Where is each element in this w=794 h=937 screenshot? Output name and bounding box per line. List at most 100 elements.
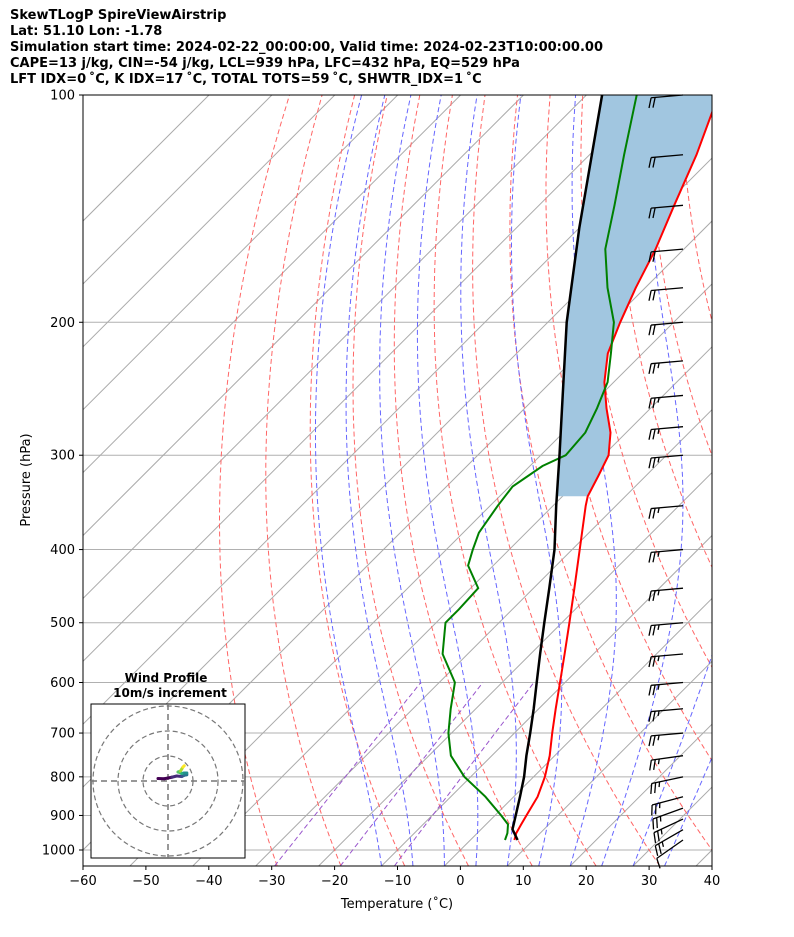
barb-staff xyxy=(651,622,684,627)
wind-barb xyxy=(648,587,684,602)
barb-staff xyxy=(651,426,684,431)
barb-flag xyxy=(656,858,661,869)
isotherm-line xyxy=(381,534,712,866)
isotherm-line xyxy=(83,95,524,537)
barb-flag xyxy=(652,735,656,746)
moist-adiabat-line xyxy=(632,653,712,866)
cape-shading xyxy=(556,95,712,497)
barb-flag xyxy=(652,457,656,469)
barb-staff xyxy=(651,681,684,686)
barb-flag xyxy=(652,590,656,601)
wind-barb xyxy=(648,681,684,696)
y-tick-label: 700 xyxy=(50,727,75,742)
y-tick-label: 1000 xyxy=(42,844,75,859)
barb-half-flag xyxy=(657,758,660,765)
mixing-ratio-line xyxy=(274,682,422,866)
barb-flag xyxy=(648,625,652,636)
barb-staff xyxy=(651,321,684,326)
wind-barb xyxy=(648,505,684,519)
mixing-ratio-line xyxy=(393,682,535,866)
wind-barb xyxy=(648,287,684,301)
wind-barb xyxy=(651,796,684,816)
barb-half-flag xyxy=(657,457,660,463)
moist-adiabat-line xyxy=(460,95,517,866)
isotherm-line xyxy=(569,723,712,866)
barb-staff xyxy=(651,732,684,737)
wind-barb xyxy=(650,776,684,794)
wind-barb xyxy=(652,807,684,830)
wind-barb xyxy=(648,653,684,668)
dry-adiabat-line xyxy=(647,95,712,457)
x-tick-label: −20 xyxy=(321,874,348,889)
hodograph-segment xyxy=(181,764,186,769)
dry-adiabat-line xyxy=(746,95,794,866)
barb-staff xyxy=(651,454,684,459)
barb-flag xyxy=(654,782,657,794)
mixing-ratio-line xyxy=(339,682,484,866)
wind-barb xyxy=(648,622,684,636)
barb-flag xyxy=(652,551,656,563)
barb-flag xyxy=(654,845,659,857)
wind-barb xyxy=(648,426,684,440)
barb-staff xyxy=(653,818,684,834)
barb-flag xyxy=(648,685,652,696)
barb-half-flag xyxy=(657,684,660,690)
barb-flag xyxy=(648,711,652,722)
barb-flag xyxy=(648,508,652,519)
cape-line: CAPE=13 j/kg, CIN=-54 j/kg, LCL=939 hPa,… xyxy=(10,56,520,71)
dry-adiabat-line xyxy=(219,95,290,866)
isotherm-line xyxy=(255,408,712,866)
barb-flag xyxy=(653,832,657,844)
moist-adiabat-line xyxy=(315,95,382,866)
barb-staff xyxy=(651,776,684,785)
wind-barb xyxy=(648,394,684,409)
y-tick-label: 600 xyxy=(50,676,75,691)
x-tick-label: 20 xyxy=(578,874,595,889)
barb-staff xyxy=(651,154,684,159)
axes: −60 −50 −40 −30 −20 −10 0 10 20 30 40 1000 900 800 700… xyxy=(42,89,720,890)
moist-adiabat-line xyxy=(416,95,479,866)
barb-flag xyxy=(652,363,656,374)
wind-barb xyxy=(648,708,684,722)
x-tick-label: −10 xyxy=(384,874,411,889)
isotherm-line xyxy=(318,471,712,866)
barb-half-flag xyxy=(657,397,660,403)
dry-adiabat-line xyxy=(433,95,597,866)
barb-flag xyxy=(648,457,652,469)
y-tick-label: 900 xyxy=(50,809,75,824)
barb-flag xyxy=(648,429,652,440)
barb-flag xyxy=(652,656,656,667)
barb-staff xyxy=(651,755,684,761)
barb-staff xyxy=(651,796,684,806)
x-tick-label: 30 xyxy=(641,874,658,889)
barb-flag xyxy=(652,397,656,409)
barb-half-flag xyxy=(657,362,660,369)
wind-barb xyxy=(648,204,684,219)
wind-barbs xyxy=(648,94,684,869)
barb-flag xyxy=(649,760,652,771)
barb-flag xyxy=(653,759,656,770)
dry-adiabat-line xyxy=(265,95,342,866)
isotherm-line xyxy=(506,660,712,866)
barb-flag xyxy=(648,251,652,263)
barb-flag xyxy=(648,552,652,563)
x-tick-label: 0 xyxy=(456,874,464,889)
dry-adiabat-line xyxy=(393,95,533,866)
x-tick-label: −60 xyxy=(69,874,96,889)
isotherm-line xyxy=(83,95,587,600)
wind-barb xyxy=(648,248,684,263)
isotherm-line xyxy=(83,95,336,348)
hodograph-title: Wind Profile xyxy=(125,671,208,685)
profile-lines xyxy=(441,95,712,841)
barb-half-flag xyxy=(657,590,660,596)
isotherm-line xyxy=(83,95,650,663)
dry-adiabat-line xyxy=(352,95,469,866)
barb-half-flag xyxy=(657,507,660,514)
barb-staff xyxy=(651,505,684,510)
y-tick-label: 400 xyxy=(50,543,75,558)
barb-flag xyxy=(652,684,656,696)
wind-barb xyxy=(648,454,684,469)
isotherm-line xyxy=(83,95,273,285)
x-tick-label: 10 xyxy=(515,874,532,889)
barb-flag xyxy=(648,290,652,301)
